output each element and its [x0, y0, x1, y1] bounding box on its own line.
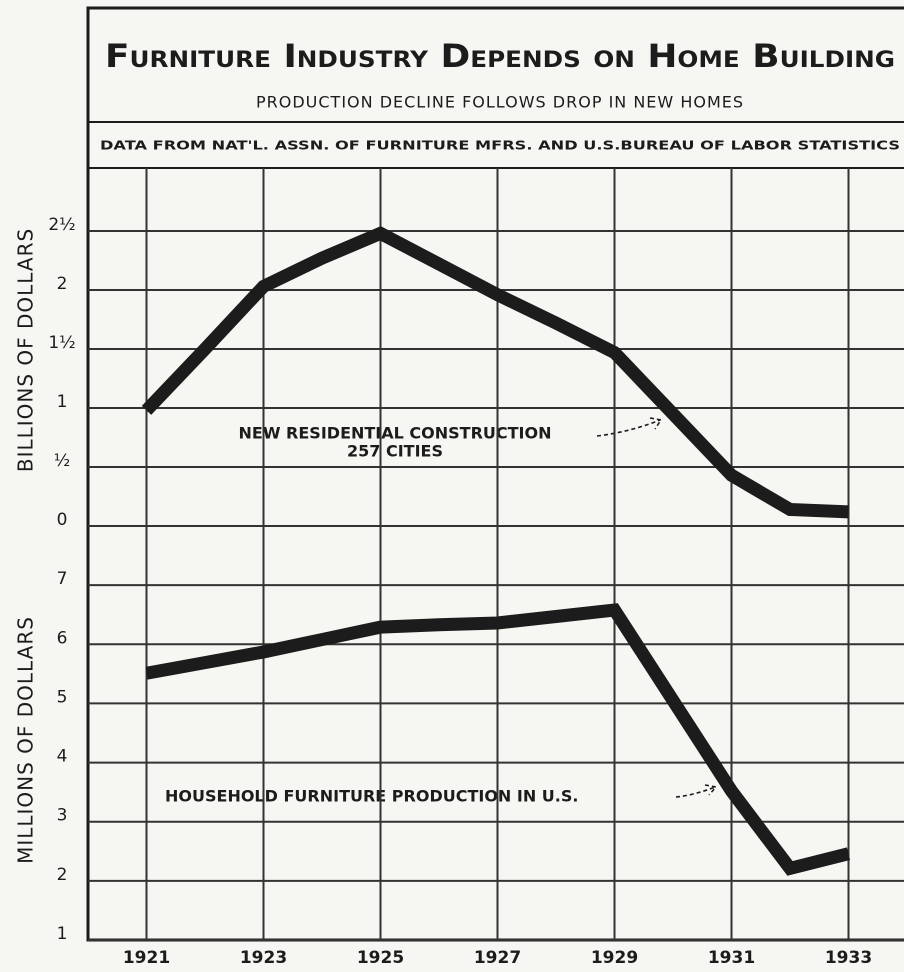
y-tick-label: 1	[57, 924, 68, 944]
y-tick-label: 5	[57, 687, 68, 707]
y-tick-label: 6	[57, 628, 68, 648]
y-tick-label: 1½	[48, 333, 75, 353]
y-axis-label: MILLIONS OF DOLLARS	[14, 616, 38, 864]
y-tick-label: 2	[57, 274, 68, 294]
x-tick-label: 1927	[474, 948, 521, 968]
x-tick-label: 1933	[825, 948, 872, 968]
y-tick-label: 4	[57, 747, 68, 767]
y-tick-label: 2½	[48, 215, 75, 235]
y-axis-label: BILLIONS OF DOLLARS	[14, 228, 38, 472]
data-line	[141, 226, 849, 519]
chart-title: Furniture Industry Depends on Home Build…	[105, 37, 895, 75]
annotation-arrow	[675, 784, 718, 798]
x-tick-label: 1925	[357, 948, 404, 968]
annotation-arrow	[596, 417, 663, 437]
y-tick-label: 2	[57, 865, 68, 885]
x-tick-label: 1923	[240, 948, 287, 968]
source-note: DATA FROM NAT'L. ASSN. OF FURNITURE MFRS…	[100, 138, 900, 153]
series-label: HOUSEHOLD FURNITURE PRODUCTION IN U.S.	[165, 787, 578, 806]
y-tick-label: 0	[57, 510, 68, 530]
series-label: NEW RESIDENTIAL CONSTRUCTION	[239, 424, 552, 443]
data-line	[145, 603, 851, 876]
x-tick-label: 1931	[708, 948, 755, 968]
y-tick-label: 3	[57, 806, 68, 826]
y-tick-label: 7	[57, 569, 68, 589]
y-tick-label: ½	[54, 451, 70, 471]
annotation: 257 CITIES	[347, 442, 443, 461]
y-tick-label: 1	[57, 392, 68, 412]
x-tick-label: 1929	[591, 948, 638, 968]
x-tick-label: 1921	[123, 948, 170, 968]
chart-subtitle: PRODUCTION DECLINE FOLLOWS DROP IN NEW H…	[256, 93, 744, 112]
